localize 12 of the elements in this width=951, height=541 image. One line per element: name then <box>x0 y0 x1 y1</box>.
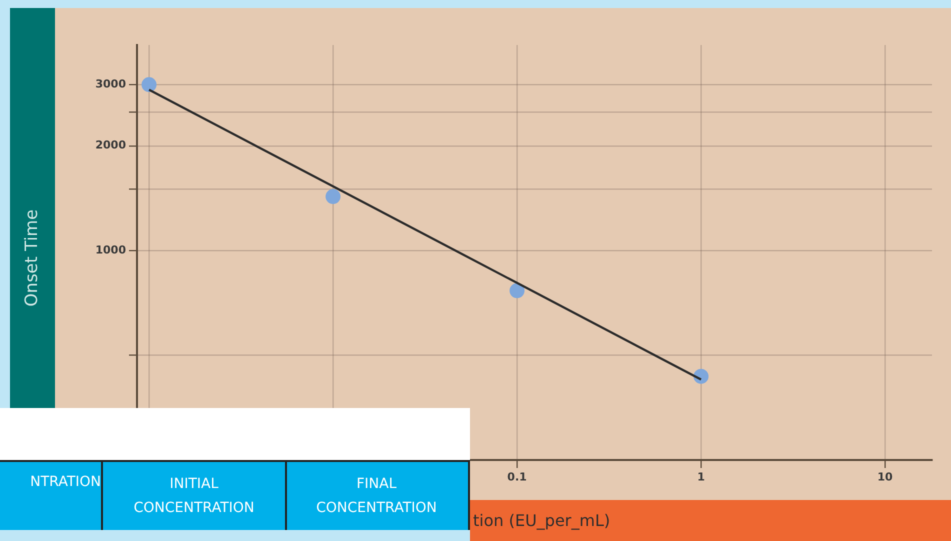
point <box>326 189 341 204</box>
y-tick-label: 2000 <box>95 138 126 152</box>
y-tick-label: 3000 <box>95 77 126 90</box>
y-tick-label: 1000 <box>95 243 126 256</box>
x-axis-title: tion (EU_per_mL) <box>473 511 610 530</box>
table-overlay: NTRATION INITIAL CONCENTRATION FINAL CONCENTRATION <box>0 408 470 541</box>
x-tick-label: 0.1 <box>507 470 527 484</box>
y-axis-title: Onset Time <box>22 209 42 307</box>
point <box>142 77 157 92</box>
point <box>510 283 525 298</box>
x-tick-label: 10 <box>877 470 894 484</box>
x-tick-label: 1 <box>697 470 705 484</box>
